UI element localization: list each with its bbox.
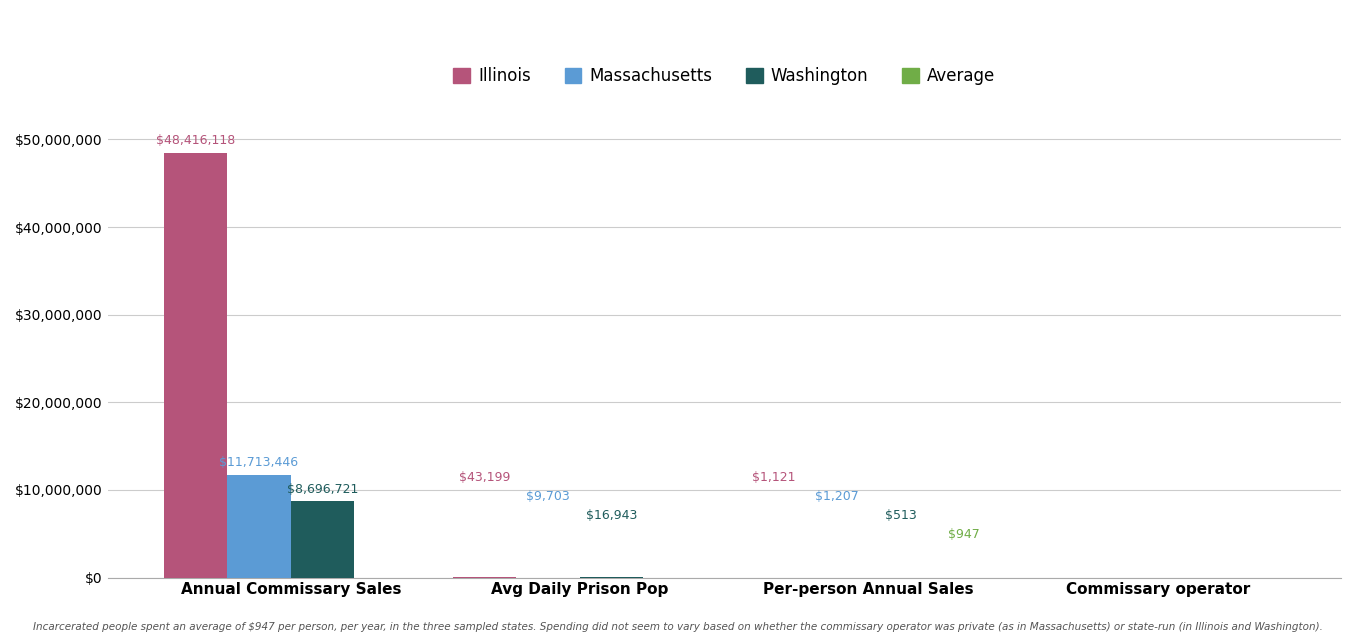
Bar <box>164 153 228 577</box>
Text: $947: $947 <box>948 528 980 542</box>
Text: $48,416,118: $48,416,118 <box>156 135 235 147</box>
Text: $8,696,721: $8,696,721 <box>287 482 358 496</box>
Bar <box>228 475 290 577</box>
Text: Incarcerated people spent an average of $947 per person, per year, in the three : Incarcerated people spent an average of … <box>33 621 1323 632</box>
Text: $9,703: $9,703 <box>526 490 570 503</box>
Text: $1,121: $1,121 <box>751 471 795 484</box>
Text: $513: $513 <box>884 509 917 522</box>
Text: $16,943: $16,943 <box>586 509 637 522</box>
Legend: Illinois, Massachusetts, Washington, Average: Illinois, Massachusetts, Washington, Ave… <box>447 61 1002 92</box>
Text: $1,207: $1,207 <box>815 490 858 503</box>
Text: $43,199: $43,199 <box>458 471 510 484</box>
Bar <box>290 501 354 577</box>
Text: $11,713,446: $11,713,446 <box>220 456 298 469</box>
